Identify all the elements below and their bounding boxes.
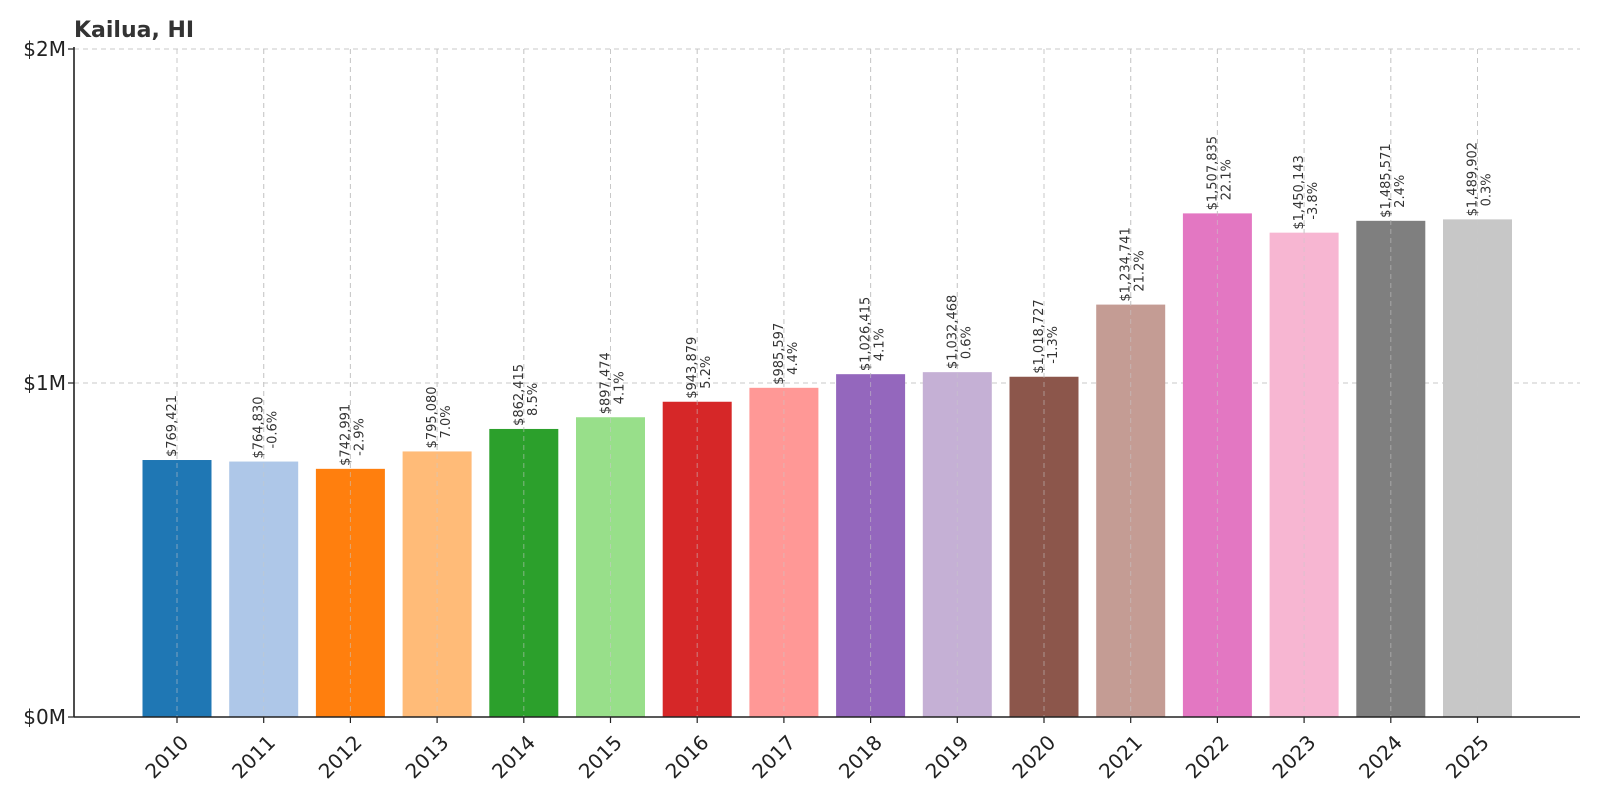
- x-tick-label: 2013: [400, 730, 453, 783]
- value-label: $862,415: [512, 364, 527, 426]
- value-label: $1,489,902: [1466, 142, 1481, 216]
- change-label: 4.4%: [786, 342, 801, 375]
- x-tick-label: 2018: [834, 730, 887, 783]
- value-label: $985,597: [772, 323, 787, 385]
- change-label: -2.9%: [352, 418, 367, 456]
- data-labels: $769,421 $764,830 -0.6% $742,991 -2.9% $795,0…: [165, 136, 1495, 466]
- y-tick-label: $2M: [23, 37, 66, 61]
- y-tick-label: $0M: [23, 705, 66, 729]
- chart-title: Kailua, HI: [74, 18, 194, 43]
- bars: [142, 49, 1512, 718]
- change-label: -3.8%: [1306, 182, 1321, 220]
- value-label: $1,507,835: [1205, 136, 1220, 210]
- value-label: $769,421: [165, 395, 180, 457]
- change-label: -1.3%: [1046, 326, 1061, 364]
- change-label: -0.6%: [266, 411, 281, 449]
- x-tick-label: 2015: [574, 730, 627, 783]
- change-label: 22.1%: [1219, 159, 1234, 200]
- value-label: $764,830: [252, 397, 267, 459]
- x-tick-label: 2010: [140, 730, 193, 783]
- change-label: 4.1%: [873, 328, 888, 361]
- x-tick-label: 2023: [1267, 730, 1320, 783]
- change-label: 2.4%: [1393, 175, 1408, 208]
- value-label: $1,032,468: [945, 295, 960, 369]
- change-label: 4.1%: [613, 371, 628, 404]
- change-label: 5.2%: [699, 356, 714, 389]
- x-tick-label: 2012: [314, 730, 367, 783]
- value-label: $1,450,143: [1292, 155, 1307, 229]
- grid: [74, 48, 1580, 717]
- x-tick-label: 2020: [1007, 730, 1060, 783]
- value-label: $897,474: [599, 352, 614, 414]
- x-tick-label: 2017: [747, 730, 800, 783]
- x-tick-label: 2021: [1094, 730, 1147, 783]
- change-label: 8.5%: [526, 383, 541, 416]
- value-label: $1,026,415: [859, 297, 874, 371]
- change-label: 21.2%: [1133, 250, 1148, 291]
- x-tick-label: 2024: [1354, 730, 1407, 783]
- x-tick-label: 2019: [921, 730, 974, 783]
- y-tick-label: $1M: [23, 371, 66, 395]
- change-label: 0.3%: [1480, 173, 1495, 206]
- value-label: $1,485,571: [1379, 143, 1394, 217]
- x-tick-label: 2016: [661, 730, 714, 783]
- x-tick-label: 2011: [227, 730, 280, 783]
- x-tick-label: 2014: [487, 730, 540, 783]
- value-label: $943,879: [685, 337, 700, 399]
- x-tick-label: 2025: [1441, 730, 1494, 783]
- value-label: $795,080: [425, 386, 440, 448]
- bar-2010: [142, 460, 212, 717]
- x-tick-label: 2022: [1181, 730, 1234, 783]
- value-label: $1,234,741: [1119, 227, 1134, 301]
- change-label: 0.6%: [959, 326, 974, 359]
- value-label: $742,991: [338, 404, 353, 466]
- value-label: $1,018,727: [1032, 299, 1047, 373]
- change-label: 7.0%: [439, 405, 454, 438]
